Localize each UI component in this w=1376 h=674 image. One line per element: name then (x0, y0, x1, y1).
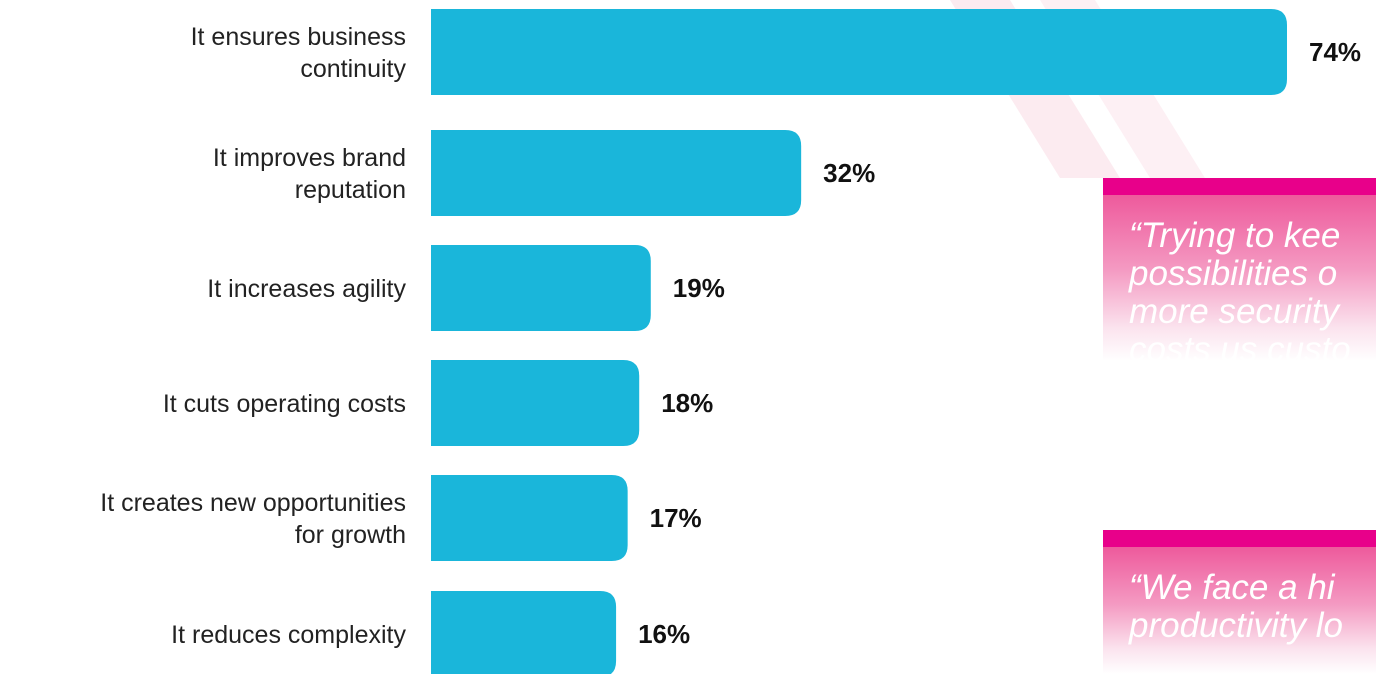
value-label-2: 19% (673, 273, 725, 303)
value-label-4: 17% (650, 503, 702, 533)
category-label-1: It improves brand reputation (213, 144, 406, 204)
value-label-0: 74% (1309, 37, 1361, 67)
category-label-0: It ensures business continuity (191, 23, 407, 83)
value-label-5: 16% (638, 619, 690, 649)
value-label-1: 32% (823, 158, 875, 188)
category-label-5: It reduces complexity (171, 621, 406, 649)
quote-box-1: “Trying to kee possibilities o more secu… (1103, 178, 1376, 361)
quote-text-1: “Trying to kee possibilities o more secu… (1129, 216, 1351, 362)
bar-1 (431, 130, 802, 216)
quote-box-2: “We face a hi productivity lo (1103, 530, 1376, 674)
category-label-3: It cuts operating costs (163, 390, 406, 418)
category-label-4: It creates new opportunities for growth (100, 489, 406, 549)
bar-5 (431, 591, 617, 674)
bar-3 (431, 360, 640, 446)
bar-4 (431, 475, 628, 561)
bar-0 (431, 9, 1287, 95)
value-label-3: 18% (661, 388, 713, 418)
bar-2 (431, 245, 651, 331)
category-label-2: It increases agility (207, 275, 406, 303)
quote-text-2: “We face a hi productivity lo (1129, 568, 1343, 645)
